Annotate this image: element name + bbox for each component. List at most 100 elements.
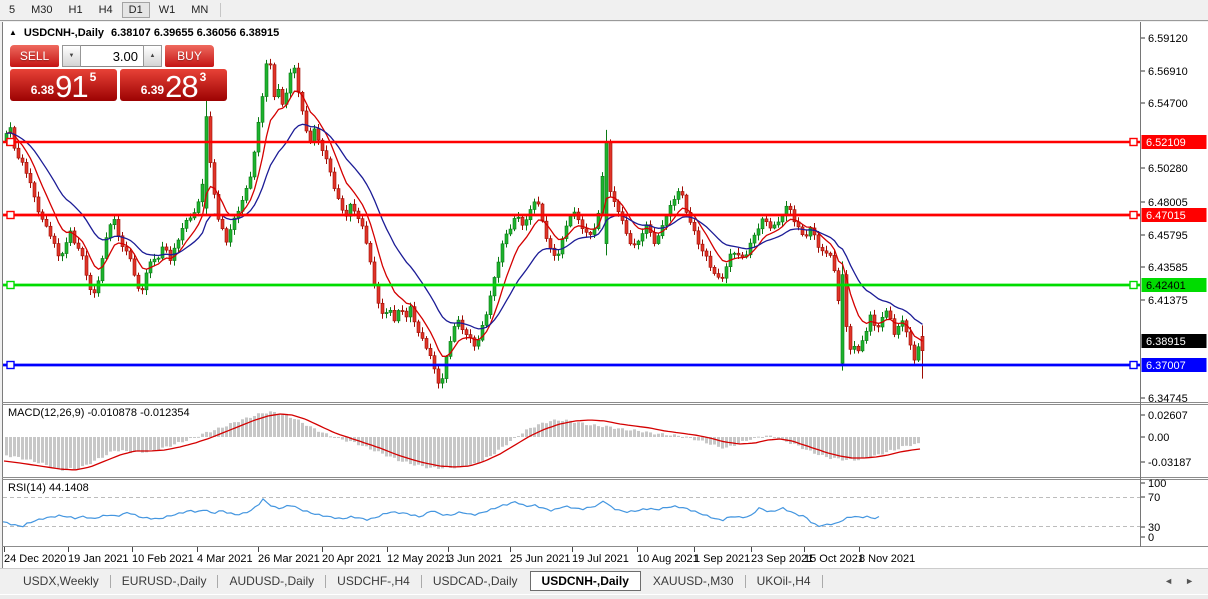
candle: [196, 198, 201, 217]
candle: [524, 214, 529, 231]
sell-price-box[interactable]: 6.38 91 5: [10, 69, 117, 102]
timeframe-button-h4[interactable]: H4: [98, 4, 113, 16]
line-handle[interactable]: [6, 210, 15, 220]
candle: [872, 309, 877, 331]
svg-text:4 Mar 2021: 4 Mar 2021: [197, 553, 253, 565]
candle: [400, 305, 405, 315]
timeframe-button-m30[interactable]: M30: [31, 4, 53, 16]
candle: [852, 340, 857, 354]
candle: [224, 226, 229, 246]
candle: [272, 62, 277, 101]
tab-usdcnh-daily[interactable]: USDCNH-,Daily: [529, 571, 641, 591]
timeframe-button-w1[interactable]: W1: [158, 4, 176, 16]
line-handle[interactable]: [6, 360, 15, 370]
candle: [420, 327, 425, 341]
price-axis: 6.59120 6.56910 6.54700 6.50280 6.48005 6.457…: [1141, 33, 1188, 405]
candle: [160, 241, 165, 260]
timeframe-button-5[interactable]: 5: [9, 4, 16, 16]
candle: [184, 217, 189, 232]
candle: [584, 223, 589, 238]
chart-canvas[interactable]: 6.521096.470156.424016.370076.389156.591…: [0, 22, 1208, 568]
candle: [104, 232, 109, 261]
tab-audusd-daily[interactable]: AUDUSD-,Daily: [229, 574, 315, 588]
candle: [84, 250, 89, 281]
candle: [72, 227, 77, 245]
svg-text:3 Jun 2021: 3 Jun 2021: [448, 553, 502, 565]
candle: [720, 273, 725, 282]
buy-price-box[interactable]: 6.39 28 3: [120, 69, 227, 102]
line-handle[interactable]: [1129, 360, 1138, 370]
svg-text:12 May 2021: 12 May 2021: [387, 553, 451, 565]
candle: [268, 58, 273, 70]
svg-text:24 Dec 2020: 24 Dec 2020: [4, 553, 66, 565]
candle: [156, 256, 161, 263]
ma-fast-line: [6, 90, 923, 357]
tab-ukoil-h4[interactable]: UKOil-,H4: [756, 574, 811, 588]
scroll-left-icon[interactable]: ◄: [1164, 576, 1174, 586]
volume-input[interactable]: [81, 45, 143, 67]
candle: [24, 158, 29, 178]
rsi-layer: 100 70 300: [2, 478, 1166, 544]
candle: [32, 181, 37, 203]
candle: [408, 302, 413, 323]
tab-divider: [821, 574, 823, 588]
scroll-right-icon[interactable]: ►: [1185, 576, 1194, 586]
line-handle[interactable]: [1129, 210, 1138, 220]
timeframe-button-mn[interactable]: MN: [191, 4, 209, 16]
timeframe-button-d1[interactable]: D1: [121, 2, 150, 18]
tab-scroll-controls: ◄ ►: [1164, 576, 1208, 586]
candle: [52, 233, 57, 248]
candle: [248, 171, 253, 190]
macd-label: MACD(12,26,9) -0.010878 -0.012354: [8, 407, 190, 419]
line-handle[interactable]: [6, 280, 15, 290]
line-handle[interactable]: [1129, 280, 1138, 290]
candle: [280, 86, 285, 107]
candle: [488, 290, 493, 319]
tab-usdx-weekly[interactable]: USDX,Weekly: [23, 574, 99, 588]
tab-usdchf-h4[interactable]: USDCHF-,H4: [337, 574, 410, 588]
candle: [128, 249, 133, 262]
sell-button[interactable]: SELL: [10, 45, 59, 67]
tab-divider: [325, 574, 327, 588]
candle: [916, 343, 921, 363]
timeframe-button-h1[interactable]: H1: [68, 4, 83, 16]
candle: [892, 314, 897, 338]
candle: [588, 231, 593, 240]
candle: [580, 216, 585, 234]
candle: [612, 186, 617, 207]
toolbar-separator: [220, 3, 222, 17]
tab-divider: [420, 574, 422, 588]
ma-slow-line: [6, 123, 923, 330]
price-line-label: [1141, 135, 1207, 149]
candle: [760, 216, 765, 234]
candle: [264, 59, 269, 102]
tab-divider: [109, 574, 111, 588]
line-handle[interactable]: [1129, 137, 1138, 147]
candle: [912, 341, 917, 364]
tab-eurusd-daily[interactable]: EURUSD-,Daily: [121, 574, 207, 588]
candle: [64, 237, 69, 259]
volume-decrease-button[interactable]: ▼: [62, 45, 81, 67]
tab-xauusd-m30[interactable]: XAUUSD-,M30: [652, 574, 734, 588]
line-handle[interactable]: [6, 137, 15, 147]
svg-text:6.56910: 6.56910: [1148, 66, 1188, 78]
svg-text:19 Jul 2021: 19 Jul 2021: [572, 553, 629, 565]
svg-text:10 Feb 2021: 10 Feb 2021: [132, 553, 194, 565]
candle: [180, 223, 185, 245]
candle: [136, 272, 141, 292]
candle: [144, 268, 149, 296]
sell-price-prefix: 6.38: [30, 83, 55, 97]
candle: [28, 168, 33, 189]
candle: [444, 355, 449, 383]
candle: [604, 129, 609, 256]
candle: [908, 326, 913, 350]
candle: [752, 232, 757, 248]
candle: [412, 301, 417, 327]
candle: [396, 309, 401, 324]
buy-button[interactable]: BUY: [165, 45, 214, 67]
collapse-arrow-icon[interactable]: ▲: [9, 28, 17, 37]
candle: [732, 251, 737, 260]
candle: [96, 276, 101, 297]
volume-increase-button[interactable]: ▲: [143, 45, 162, 67]
tab-usdcad-daily[interactable]: USDCAD-,Daily: [432, 574, 518, 588]
